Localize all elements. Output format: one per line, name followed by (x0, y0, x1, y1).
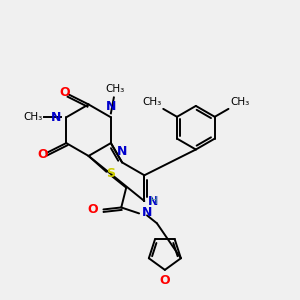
Text: O: O (59, 86, 70, 99)
Text: N: N (148, 194, 159, 208)
Text: N: N (142, 206, 152, 219)
Text: N: N (117, 146, 127, 158)
Text: CH₃: CH₃ (105, 83, 124, 94)
Text: H: H (150, 196, 158, 206)
Text: O: O (37, 148, 48, 161)
Text: O: O (160, 274, 170, 287)
Text: O: O (88, 203, 98, 216)
Text: N: N (106, 100, 116, 113)
Text: N: N (51, 111, 61, 124)
Text: CH₃: CH₃ (23, 112, 43, 122)
Text: S: S (106, 167, 115, 180)
Text: CH₃: CH₃ (142, 97, 161, 107)
Text: CH₃: CH₃ (230, 97, 250, 107)
